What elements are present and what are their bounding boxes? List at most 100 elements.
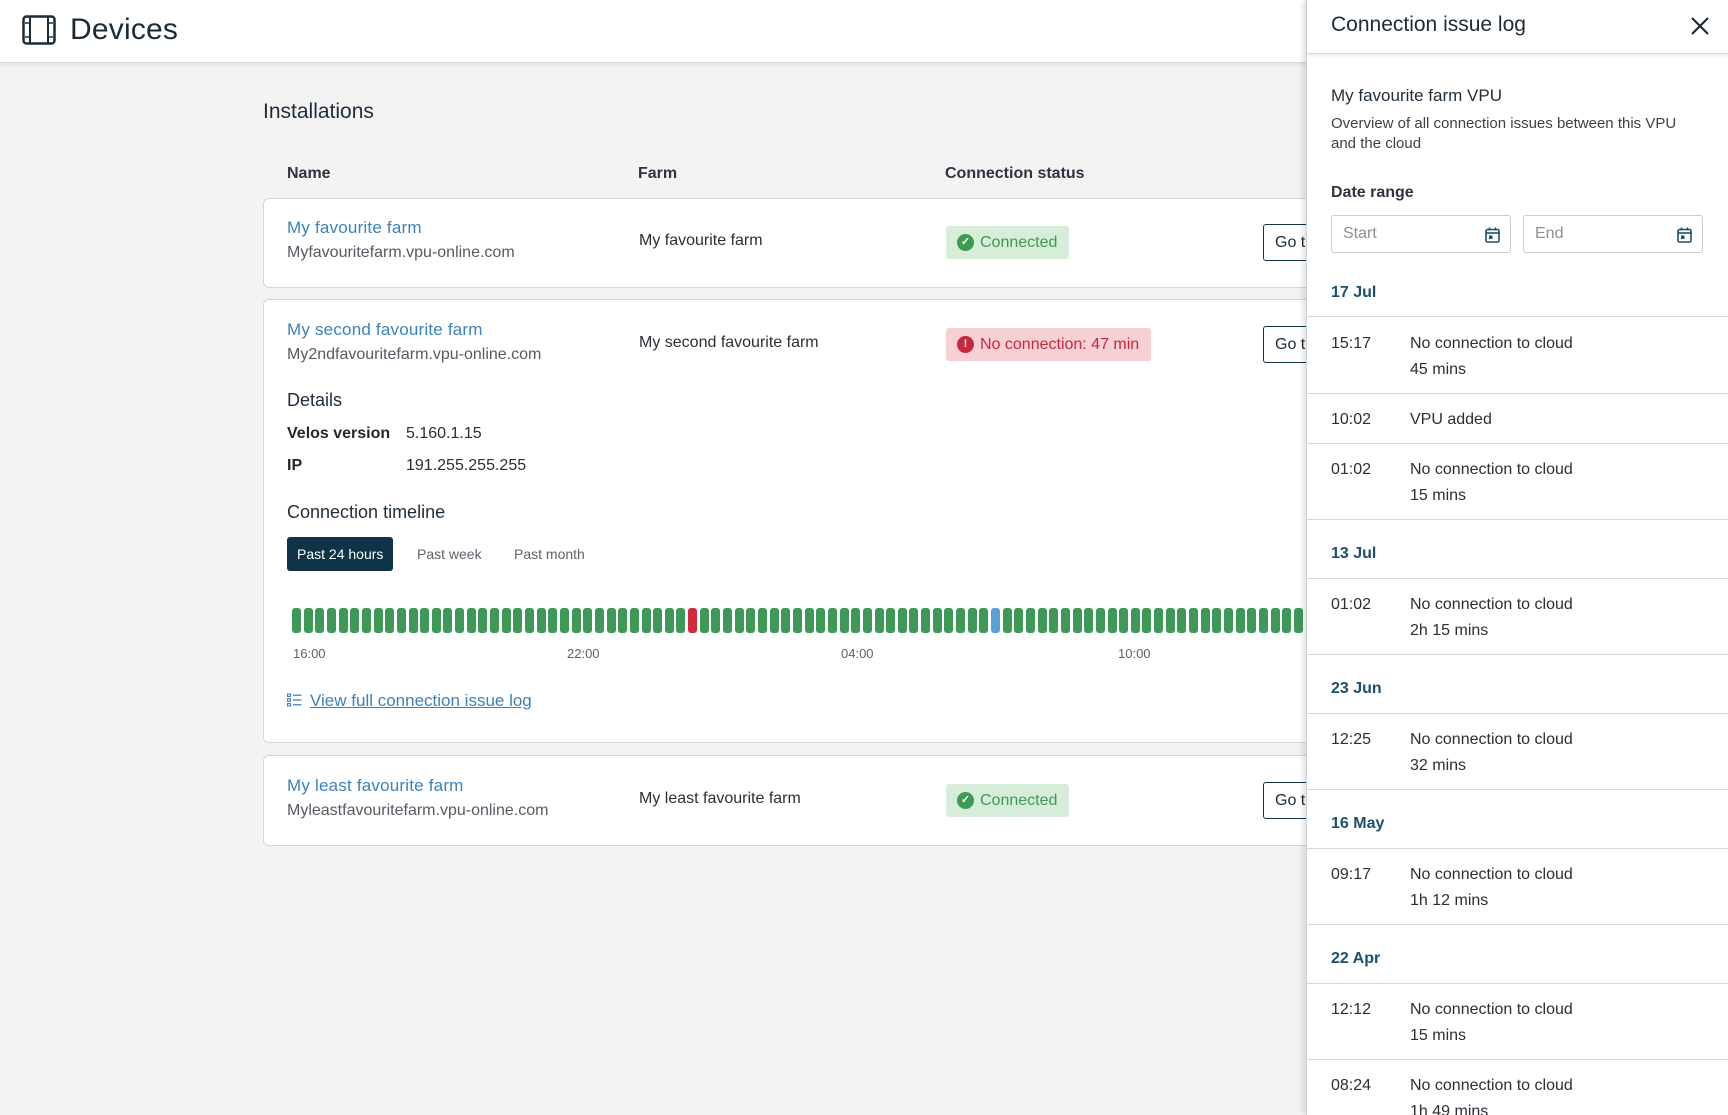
timeline-bar[interactable]	[653, 608, 663, 633]
timeline-bar[interactable]	[769, 608, 779, 633]
timeline-bar[interactable]	[629, 608, 639, 633]
timeline-bar[interactable]	[303, 608, 313, 633]
installation-name-link[interactable]: My second favourite farm	[287, 320, 483, 339]
timeline-bar[interactable]	[373, 608, 383, 633]
timeline-bar[interactable]	[944, 608, 954, 633]
timeline-bar[interactable]	[1235, 608, 1245, 633]
timeline-bar[interactable]	[583, 608, 593, 633]
timeline-bar[interactable]	[1258, 608, 1268, 633]
timeline-bar[interactable]	[1060, 608, 1070, 633]
timeline-bar[interactable]	[338, 608, 348, 633]
timeline-bar[interactable]	[711, 608, 721, 633]
column-header-farm[interactable]: Farm	[638, 165, 678, 182]
tab-past-month[interactable]: Past month	[514, 546, 585, 562]
timeline-bar[interactable]	[315, 608, 325, 633]
start-date-input[interactable]	[1343, 225, 1473, 243]
timeline-bar[interactable]	[1072, 608, 1082, 633]
timeline-bar[interactable]	[594, 608, 604, 633]
timeline-bar[interactable]	[1212, 608, 1222, 633]
close-icon[interactable]	[1690, 16, 1710, 36]
timeline-bar[interactable]	[641, 608, 651, 633]
tab-past-24-hours[interactable]: Past 24 hours	[287, 537, 394, 571]
timeline-bar[interactable]	[548, 608, 558, 633]
view-connection-log-link[interactable]: View full connection issue log	[287, 691, 532, 711]
timeline-bar[interactable]	[571, 608, 581, 633]
timeline-bar[interactable]	[455, 608, 465, 633]
timeline-bar[interactable]	[536, 608, 546, 633]
timeline-bar[interactable]	[758, 608, 767, 633]
timeline-bar[interactable]	[1270, 608, 1280, 633]
timeline-bar[interactable]	[699, 608, 709, 633]
timeline-bar[interactable]	[525, 608, 534, 633]
timeline-bar[interactable]	[839, 608, 849, 633]
timeline-bar[interactable]	[1177, 608, 1187, 633]
timeline-bar[interactable]	[326, 608, 336, 633]
timeline-bar[interactable]	[956, 608, 966, 633]
timeline-bar[interactable]	[1154, 608, 1164, 633]
timeline-bar[interactable]	[292, 608, 301, 633]
timeline-bar[interactable]	[734, 608, 744, 633]
timeline-bar[interactable]	[466, 608, 476, 633]
calendar-icon[interactable]	[1677, 227, 1692, 243]
timeline-bar[interactable]	[1189, 608, 1199, 633]
timeline-bar[interactable]	[1037, 608, 1047, 633]
timeline-bar[interactable]	[688, 608, 698, 633]
timeline-bar[interactable]	[746, 608, 756, 633]
timeline-bar[interactable]	[932, 608, 942, 633]
timeline-bar[interactable]	[886, 608, 896, 633]
timeline-bar[interactable]	[618, 608, 628, 633]
timeline-bar[interactable]	[1142, 608, 1152, 633]
timeline-bar[interactable]	[420, 608, 430, 633]
timeline-bar[interactable]	[1247, 608, 1257, 633]
timeline-bar[interactable]	[350, 608, 360, 633]
timeline-bar[interactable]	[664, 608, 674, 633]
timeline-bar[interactable]	[804, 608, 814, 633]
timeline-bar[interactable]	[513, 608, 523, 633]
timeline-bar[interactable]	[723, 608, 733, 633]
timeline-bar[interactable]	[396, 608, 406, 633]
timeline-bar[interactable]	[490, 608, 500, 633]
timeline-bar[interactable]	[1014, 608, 1024, 633]
timeline-bar[interactable]	[443, 608, 453, 633]
timeline-bar[interactable]	[1130, 608, 1140, 633]
timeline-bar[interactable]	[967, 608, 977, 633]
timeline-bar[interactable]	[979, 608, 989, 633]
timeline-bar[interactable]	[1107, 608, 1117, 633]
timeline-bar[interactable]	[1119, 608, 1129, 633]
timeline-bar[interactable]	[827, 608, 837, 633]
timeline-bar[interactable]	[909, 608, 919, 633]
installation-name-link[interactable]: My least favourite farm	[287, 776, 464, 795]
timeline-bar[interactable]	[408, 608, 418, 633]
timeline-bar[interactable]	[676, 608, 686, 633]
timeline-bar[interactable]	[851, 608, 861, 633]
timeline-bar[interactable]	[1095, 608, 1105, 633]
timeline-bar[interactable]	[862, 608, 872, 633]
timeline-bar[interactable]	[921, 608, 931, 633]
timeline-bar[interactable]	[1282, 608, 1292, 633]
start-date-field[interactable]	[1331, 215, 1511, 253]
end-date-input[interactable]	[1535, 225, 1665, 243]
timeline-bar[interactable]	[897, 608, 907, 633]
timeline-bar[interactable]	[385, 608, 395, 633]
timeline-bar[interactable]	[874, 608, 884, 633]
timeline-bar[interactable]	[781, 608, 791, 633]
timeline-bar[interactable]	[1025, 608, 1035, 633]
column-header-status[interactable]: Connection status	[945, 165, 1085, 182]
timeline-bar[interactable]	[792, 608, 802, 633]
timeline-bar[interactable]	[816, 608, 826, 633]
timeline-bar[interactable]	[431, 608, 441, 633]
installation-name-link[interactable]: My favourite farm	[287, 218, 422, 237]
timeline-bar[interactable]	[559, 608, 569, 633]
calendar-icon[interactable]	[1485, 227, 1500, 243]
timeline-bar[interactable]	[1049, 608, 1059, 633]
timeline-bar[interactable]	[1165, 608, 1175, 633]
timeline-bar[interactable]	[1200, 608, 1210, 633]
timeline-bar[interactable]	[991, 608, 1000, 633]
timeline-bar[interactable]	[606, 608, 616, 633]
timeline-bar[interactable]	[501, 608, 511, 633]
timeline-bar[interactable]	[1293, 608, 1303, 633]
timeline-bar[interactable]	[361, 608, 371, 633]
tab-past-week[interactable]: Past week	[417, 546, 482, 562]
timeline-bar[interactable]	[1002, 608, 1012, 633]
end-date-field[interactable]	[1523, 215, 1703, 253]
